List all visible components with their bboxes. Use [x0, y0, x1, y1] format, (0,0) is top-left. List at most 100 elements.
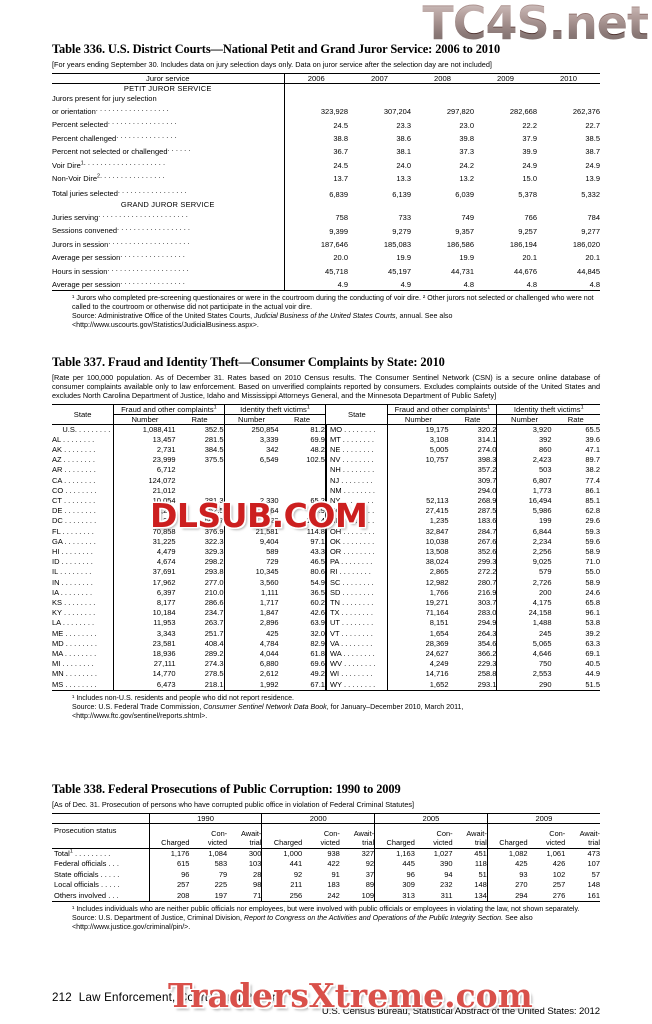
section-header-row: PETIT JUROR SERVICE — [52, 83, 600, 94]
cell-idtheft-rate: 29.6 — [585, 516, 600, 526]
table-row: Average per session . . . . . . . . . . … — [52, 276, 600, 291]
cell-idtheft-rate: 39.2 — [585, 628, 600, 638]
table-row: U.S. . . . . . . . . 1,088,411 352.5 250,85… — [52, 424, 600, 435]
table-336: Juror service 2006 2007 2008 2009 2010 P… — [52, 73, 600, 292]
cell-value: 294 — [486, 890, 528, 902]
footnote-1: ¹ Includes individuals who are neither p… — [72, 905, 580, 914]
cell-value: 6,139 — [392, 189, 411, 199]
footer-page-line: 212 Law Enforcement, Courts, and Prisons — [52, 991, 600, 1004]
cell-value: 232 — [440, 880, 453, 890]
table-row: KS . . . . . . . . 8,177 286.6 1,717 60.2 TN … — [52, 597, 600, 609]
table-row: Hours in session . . . . . . . . . . . .… — [52, 263, 600, 277]
cell-fraud-rate: 268.9 — [477, 495, 497, 505]
row-label: Percent not selected or challenged . . .… — [52, 144, 191, 157]
cell-fraud-number: 71,164 — [387, 608, 449, 619]
row-label-state: IA . . . . . . . . — [52, 587, 93, 597]
cell-value: 23.3 — [396, 120, 411, 130]
cell-idtheft-number: 21,581 — [223, 526, 279, 537]
cell-fraud-rate: 263.7 — [204, 618, 224, 628]
cell-value: 311 — [440, 890, 453, 900]
leader-dots: . . . . . . . . . . . . . . . — [116, 130, 177, 140]
cell-idtheft-rate: 61.8 — [310, 648, 325, 658]
cell-value: 186,586 — [446, 239, 474, 249]
col-header-2008: 2008 — [434, 73, 451, 83]
cell-fraud-rate: 258.8 — [477, 669, 497, 679]
leader-dots: . . . . . . . . . . . . . . . . — [120, 276, 185, 286]
row-label-state: FL . . . . . . . . — [52, 526, 94, 536]
cell-fraud-rate: 183.6 — [477, 516, 497, 526]
row-label: Total1 . . . . . . . . . — [54, 848, 111, 858]
cell-idtheft-rate: 59.6 — [585, 536, 600, 546]
cell-fraud-number: 14,716 — [387, 669, 449, 680]
cell-value: 13.9 — [585, 174, 600, 184]
cell-fraud-rate: 284.7 — [477, 526, 497, 536]
cell-idtheft-rate: 46.5 — [310, 557, 325, 567]
cell-value: 5,378 — [518, 189, 537, 199]
col-header-convicted-line2: victed — [207, 837, 228, 847]
cell-fraud-number: 10,757 — [387, 455, 449, 466]
table-338-block: Table 338. Federal Prosecutions of Publi… — [52, 782, 600, 932]
cell-fraud-number: 4,674 — [113, 557, 176, 568]
cell-value: 323,928 — [283, 103, 348, 118]
col-header-idtheft-left: Identity theft victims1 — [223, 404, 326, 415]
cell-idtheft-number: 1,992 — [223, 679, 279, 691]
cell-fraud-rate: 320.2 — [477, 424, 497, 434]
row-label-state: MD . . . . . . . . — [52, 638, 98, 648]
cell-fraud-number: 10,038 — [387, 536, 449, 547]
cell-value: 270 — [486, 880, 528, 891]
cell-fraud-rate: 234.7 — [204, 608, 224, 618]
cell-idtheft-number: 2,612 — [223, 669, 279, 680]
cell-value: 37.3 — [459, 147, 474, 157]
cell-idtheft-rate: 67.1 — [310, 679, 325, 689]
cell-value: 44,676 — [514, 266, 537, 276]
row-label-state: CT . . . . . . . . — [52, 495, 96, 505]
cell-value: 92 — [261, 869, 303, 881]
cell-idtheft-number: 2,330 — [223, 495, 279, 507]
row-label: Federal officials . . . — [54, 859, 119, 869]
footnote-1: ¹ Jurors who completed pre-screening que… — [72, 294, 594, 312]
cell-value: 94 — [444, 869, 453, 879]
cell-fraud-number: 13,508 — [387, 546, 449, 558]
table-row: IN . . . . . . . . 17,962 277.0 3,560 54.9 SC… — [52, 577, 600, 588]
section-grand-juror-service: GRAND JUROR SERVICE — [120, 199, 215, 209]
cell-idtheft-rate: 62.8 — [585, 506, 600, 516]
cell-idtheft-rate: 77.4 — [585, 475, 600, 485]
cell-value: 38.6 — [396, 133, 411, 143]
table-337-footnotes: ¹ Includes non-U.S. residents and people… — [52, 694, 600, 721]
cell-idtheft-rate: 51.5 — [585, 679, 600, 689]
cell-value: 4.9 — [400, 280, 411, 290]
cell-fraud-rate: 277.0 — [204, 577, 224, 587]
cell-value: 225 — [214, 880, 228, 890]
cell-value: 186,194 — [509, 239, 537, 249]
cell-value: 733 — [398, 213, 411, 223]
cell-idtheft-number — [223, 485, 279, 496]
cell-fraud-rate: 229.3 — [477, 659, 497, 669]
cell-idtheft-number — [223, 475, 279, 486]
col-header-convicted-line1: Con- — [323, 828, 340, 838]
row-label-state: KS . . . . . . . . — [52, 597, 96, 607]
cell-fraud-rate: 210.0 — [204, 587, 224, 597]
cell-value: 13.2 — [459, 174, 474, 184]
cell-idtheft-number: 2,726 — [496, 577, 552, 588]
table-row: Percent not selected or challenged . . .… — [52, 144, 600, 158]
row-label-state: NC . . . . . . . . — [324, 506, 388, 517]
cell-idtheft-number: 729 — [223, 557, 279, 568]
cell-value: 1,027 — [433, 848, 453, 858]
cell-fraud-number: 21,012 — [113, 485, 176, 496]
cell-idtheft-number: 5,986 — [496, 506, 552, 517]
cell-idtheft-number: 9,025 — [496, 557, 552, 568]
row-label-state: U.S. . . . . . . . . — [62, 424, 111, 434]
cell-value: 257 — [552, 880, 566, 890]
col-header-awaiting-line3: trial — [249, 837, 262, 847]
row-label: Jurors present for jury selection — [52, 93, 157, 103]
cell-value: 276 — [552, 890, 566, 900]
cell-value: 9,279 — [392, 226, 411, 236]
cell-idtheft-number: 589 — [223, 546, 279, 558]
cell-idtheft-number: 4,784 — [223, 638, 279, 649]
cell-fraud-number: 10,184 — [113, 608, 176, 619]
col-header-convicted-line1: Con- — [436, 828, 453, 838]
row-label-state: NV . . . . . . . . — [324, 455, 388, 466]
cell-value: 91 — [331, 869, 340, 879]
cell-value: 1,000 — [261, 848, 303, 860]
